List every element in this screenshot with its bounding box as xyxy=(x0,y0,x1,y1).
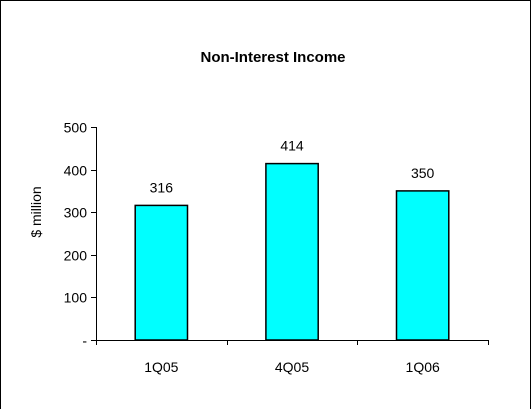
data-label: 414 xyxy=(280,138,304,154)
y-tick-label: - xyxy=(82,333,87,349)
bar xyxy=(134,204,189,341)
x-tick-label: 1Q06 xyxy=(406,359,440,375)
bar-series xyxy=(134,162,450,341)
x-tick-label: 1Q05 xyxy=(144,359,178,375)
data-label: 350 xyxy=(411,165,435,181)
data-label: 316 xyxy=(150,179,174,195)
bar xyxy=(265,162,319,341)
data-labels: 316 414 350 xyxy=(150,138,435,196)
y-tick-label: 400 xyxy=(64,163,88,179)
y-tick-label: 200 xyxy=(64,248,88,264)
bar xyxy=(395,190,450,341)
chart-title: Non-Interest Income xyxy=(200,49,345,66)
y-axis-label: $ million xyxy=(28,186,44,237)
y-tick-label: 500 xyxy=(64,120,88,136)
y-tick-label: 100 xyxy=(64,290,88,306)
x-tick-label: 4Q05 xyxy=(275,359,309,375)
y-tick-label: 300 xyxy=(64,205,88,221)
x-axis-ticks: 1Q05 4Q05 1Q06 xyxy=(96,340,489,375)
y-axis-ticks: - 100 200 300 400 500 xyxy=(64,120,96,349)
